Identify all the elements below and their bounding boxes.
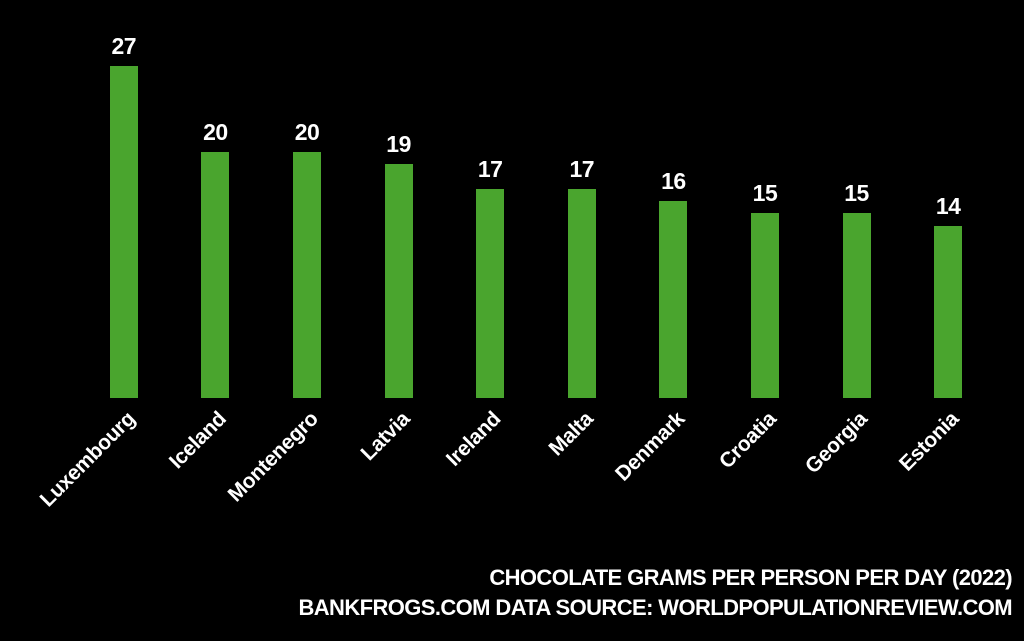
x-axis-tick-label: Georgia <box>801 407 873 479</box>
bar-slot: 17 Ireland <box>442 0 536 471</box>
x-axis-tick-label: Latvia <box>356 407 415 466</box>
x-axis-tick-label: Luxembourg <box>35 407 140 512</box>
bar-value-label: 19 <box>386 131 411 157</box>
x-axis-tick-label: Montenegro <box>223 407 323 507</box>
bar <box>384 164 413 398</box>
bar <box>934 226 963 398</box>
bar <box>659 201 688 398</box>
bar-value-label: 17 <box>569 156 595 182</box>
bar-slot: 27 Luxembourg <box>35 0 170 512</box>
bar-slot: 20 Iceland <box>165 0 262 474</box>
bar <box>292 152 321 398</box>
bar-slot: 20 Montenegro <box>223 0 353 507</box>
bar-slot: 19 Latvia <box>353 0 445 466</box>
bar-slot: 15 Croatia <box>715 0 811 474</box>
bar-value-label: 20 <box>203 119 228 145</box>
bar <box>476 189 505 398</box>
bar-value-label: 16 <box>661 168 686 194</box>
bar-slot: 17 Malta <box>536 0 628 461</box>
bar-value-label: 20 <box>294 119 320 145</box>
bar <box>842 213 871 398</box>
x-axis-tick-label: Croatia <box>714 407 781 474</box>
chart-title: CHOCOLATE GRAMS PER PERSON PER DAY (2022… <box>489 565 1012 590</box>
bar-value-label: 14 <box>935 193 961 219</box>
x-axis-tick-label: Malta <box>544 407 598 461</box>
bar-chart-plot-area: 27 Luxembourg 20 Iceland 20 Montenegro 19 Latvi… <box>35 0 994 512</box>
bar-value-label: 15 <box>844 180 869 206</box>
bar-value-label: 17 <box>477 156 503 182</box>
bar <box>750 213 779 398</box>
x-axis-tick-label: Ireland <box>442 407 506 471</box>
bar-slot: 15 Georgia <box>801 0 903 479</box>
bar-value-label: 27 <box>111 33 137 59</box>
bar-slot: 16 Denmark <box>611 0 720 486</box>
bar <box>567 189 596 398</box>
x-axis-tick-label: Estonia <box>895 407 964 476</box>
x-axis-tick-label: Iceland <box>164 407 231 474</box>
bar <box>109 66 138 398</box>
bar-value-label: 15 <box>752 180 778 206</box>
bar <box>201 152 230 398</box>
x-axis-tick-label: Denmark <box>610 407 689 486</box>
chart-source-credit: BANKFROGS.COM DATA SOURCE: WORLDPOPULATI… <box>298 595 1012 620</box>
bar-slot: 14 Estonia <box>895 0 994 476</box>
chart-footer: CHOCOLATE GRAMS PER PERSON PER DAY (2022… <box>298 563 1012 623</box>
